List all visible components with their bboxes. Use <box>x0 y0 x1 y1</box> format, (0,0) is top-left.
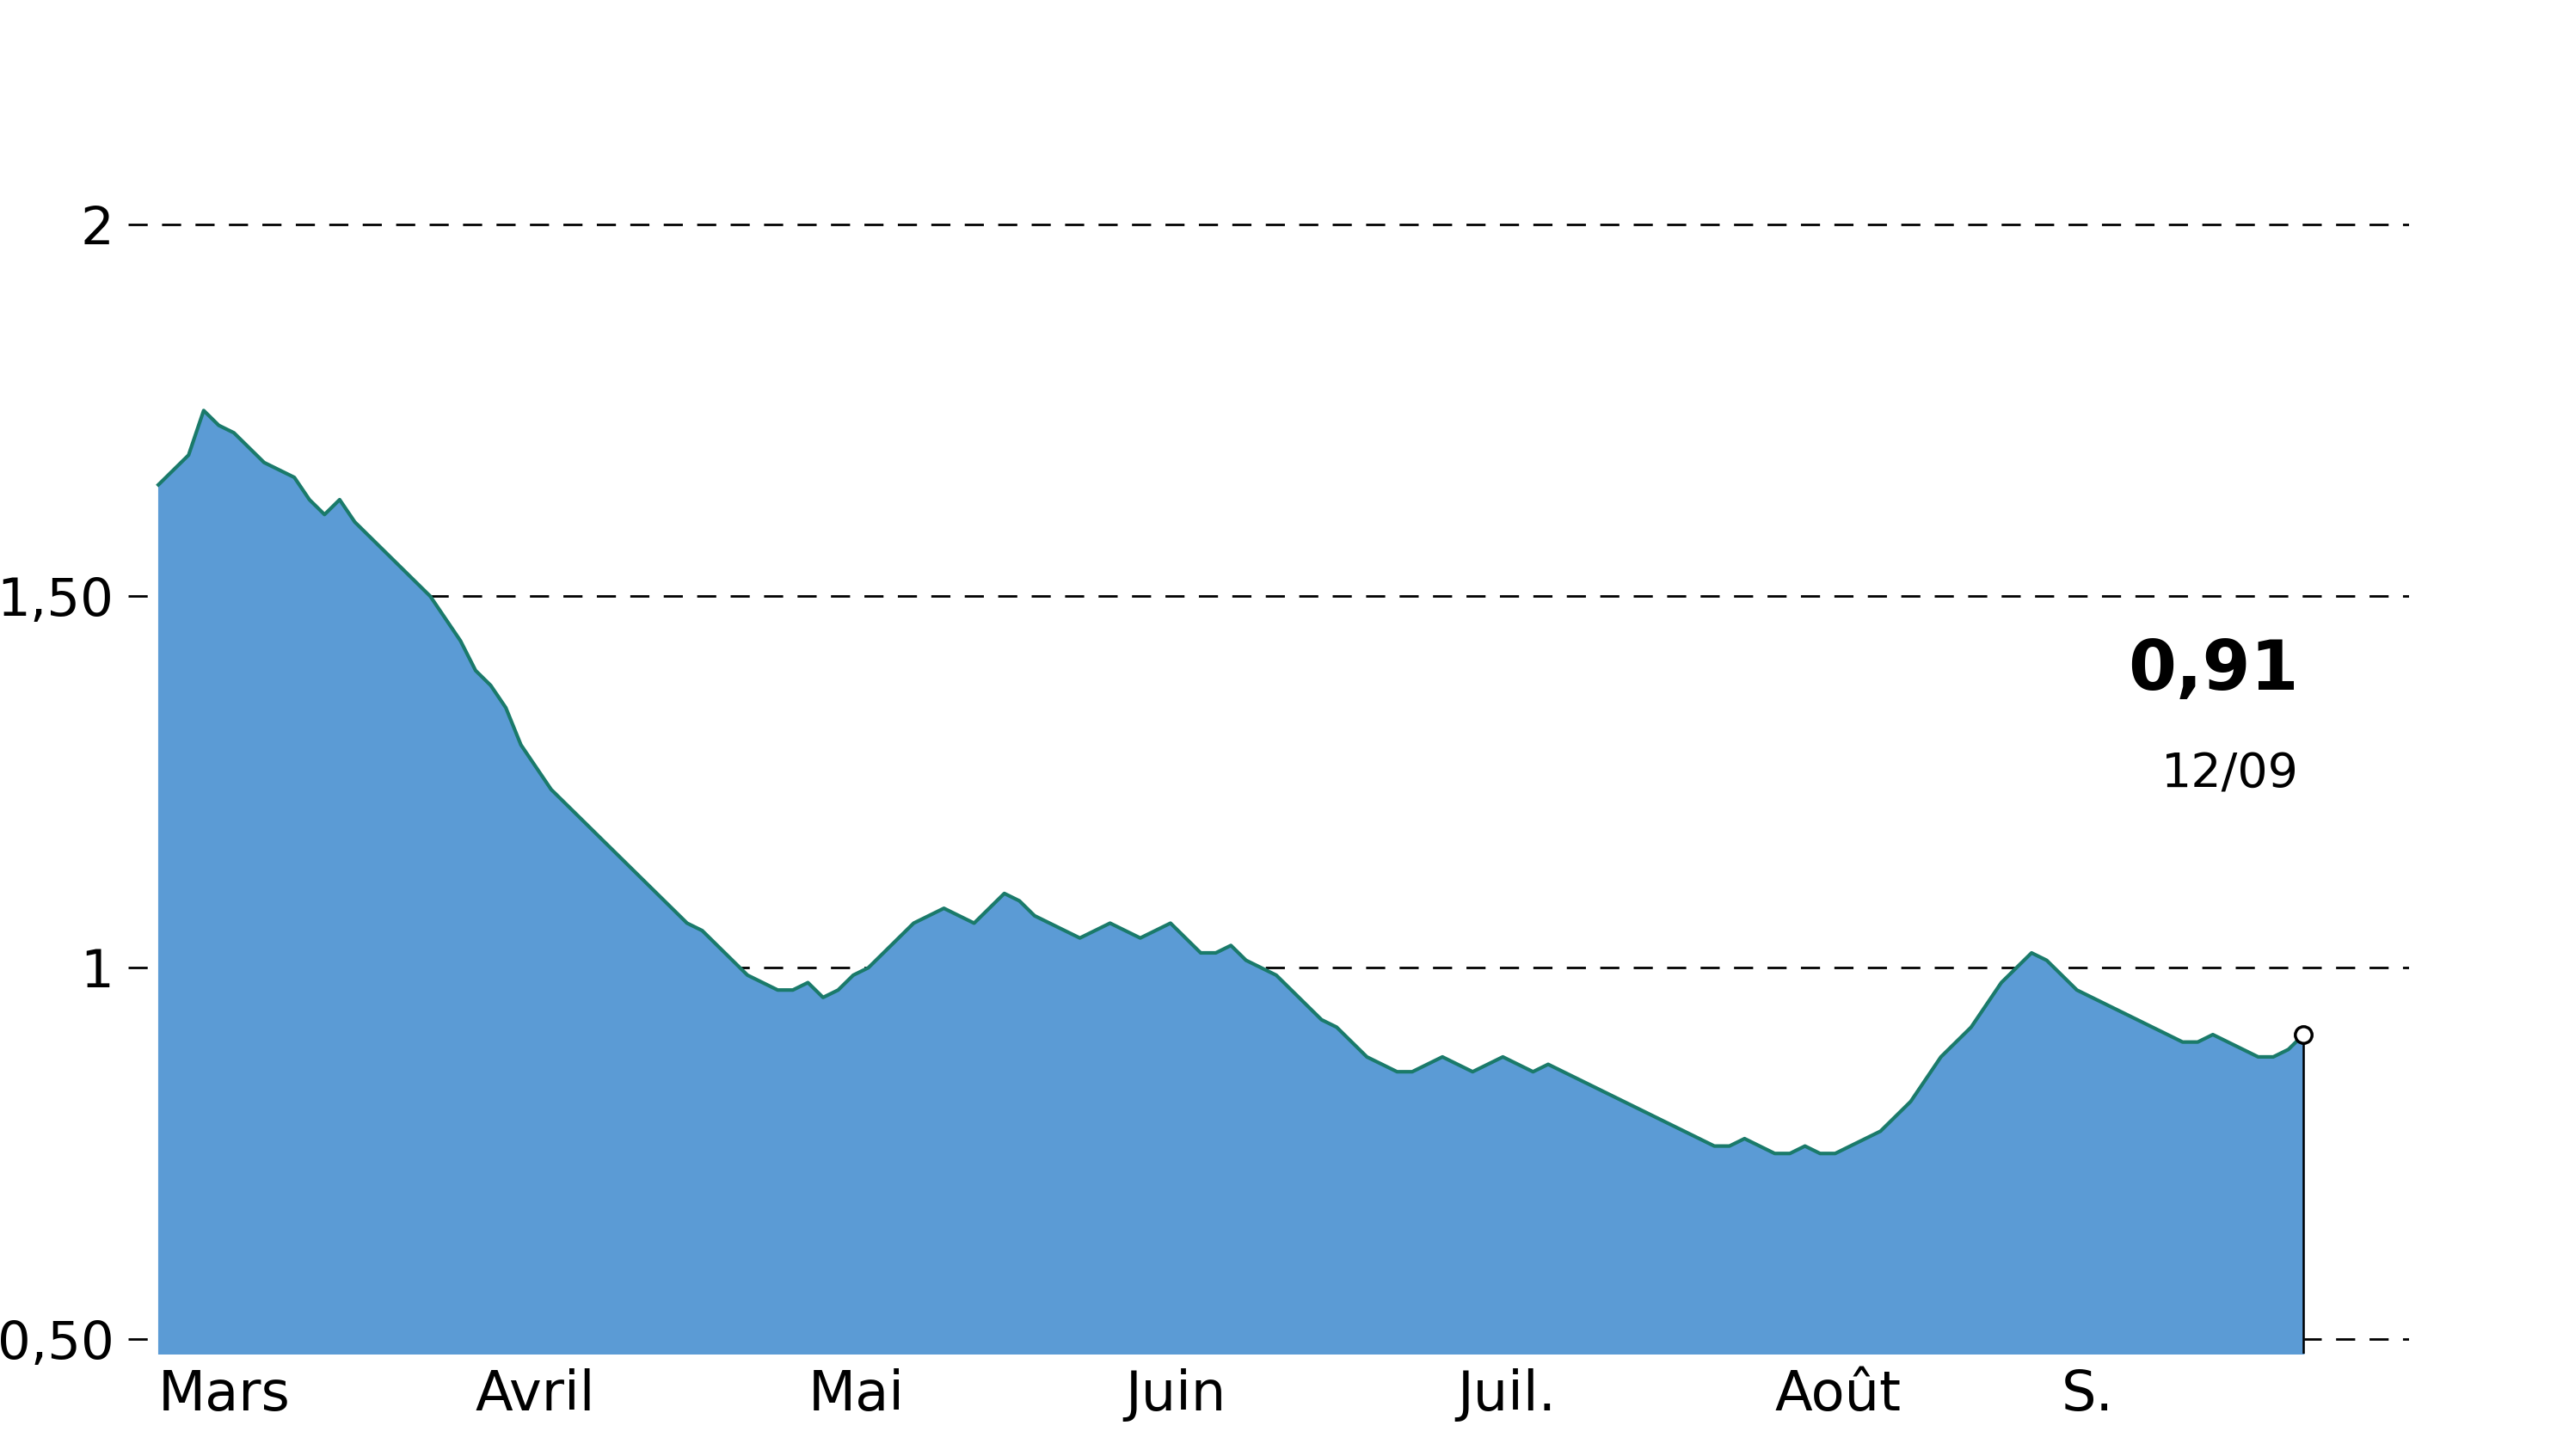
Text: 0,91: 0,91 <box>2127 636 2299 705</box>
Text: 12/09: 12/09 <box>2161 751 2299 798</box>
Text: FORSEE POWER: FORSEE POWER <box>833 28 1704 122</box>
